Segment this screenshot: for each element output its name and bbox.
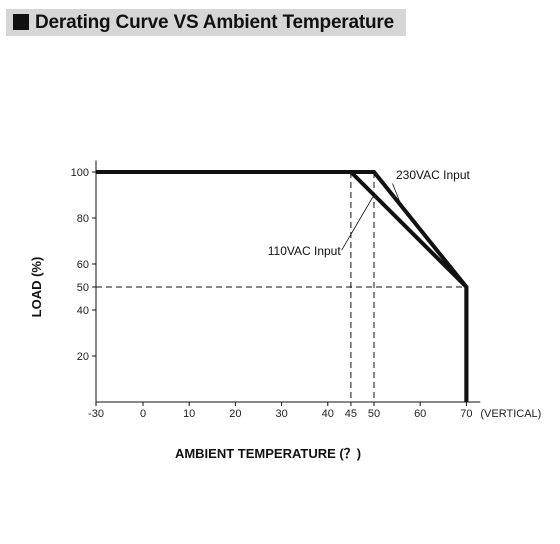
axes bbox=[95, 160, 481, 403]
y-ticks: 20 40 50 60 80 100 bbox=[71, 167, 96, 363]
x-tick-label: 10 bbox=[183, 408, 195, 420]
x-tick-label: 20 bbox=[229, 408, 241, 420]
x-tick-label: 0 bbox=[140, 408, 146, 420]
y-tick-label: 60 bbox=[77, 259, 89, 271]
y-tick-label: 80 bbox=[77, 213, 89, 225]
y-axis-title: LOAD (%) bbox=[29, 257, 44, 318]
y-tick-label: 100 bbox=[71, 167, 89, 179]
x-tick-label: 60 bbox=[414, 408, 426, 420]
annotations: 230VAC Input 110VAC Input bbox=[268, 168, 471, 258]
leader-line-230vac bbox=[392, 183, 403, 207]
x-tick-label: -30 bbox=[88, 408, 104, 420]
y-tick-label: 40 bbox=[77, 305, 89, 317]
square-bullet-icon bbox=[13, 14, 29, 30]
x-axis-title: AMBIENT TEMPERATURE (？) bbox=[175, 446, 361, 461]
series-lines bbox=[96, 170, 469, 402]
x-tick-label: 45 bbox=[345, 408, 357, 420]
series-label-110vac: 110VAC Input bbox=[268, 244, 342, 258]
series-label-230vac: 230VAC Input bbox=[396, 168, 470, 182]
leader-line-110vac bbox=[341, 194, 375, 251]
x-tick-label: 50 bbox=[368, 408, 380, 420]
x-tick-label: 70 bbox=[460, 408, 472, 420]
reference-lines bbox=[96, 172, 467, 402]
header-bar: Derating Curve VS Ambient Temperature bbox=[6, 9, 406, 36]
y-tick-label: 20 bbox=[77, 351, 89, 363]
x-tick-label: 40 bbox=[322, 408, 334, 420]
x-tick-label: 30 bbox=[275, 408, 287, 420]
x-axis-suffix-label: (VERTICAL) bbox=[480, 408, 541, 420]
page-title: Derating Curve VS Ambient Temperature bbox=[35, 12, 394, 33]
series-line-110vac bbox=[96, 170, 469, 402]
y-tick-label: 50 bbox=[77, 282, 89, 294]
x-ticks: -30 0 10 20 30 40 45 50 60 70 bbox=[88, 402, 473, 420]
